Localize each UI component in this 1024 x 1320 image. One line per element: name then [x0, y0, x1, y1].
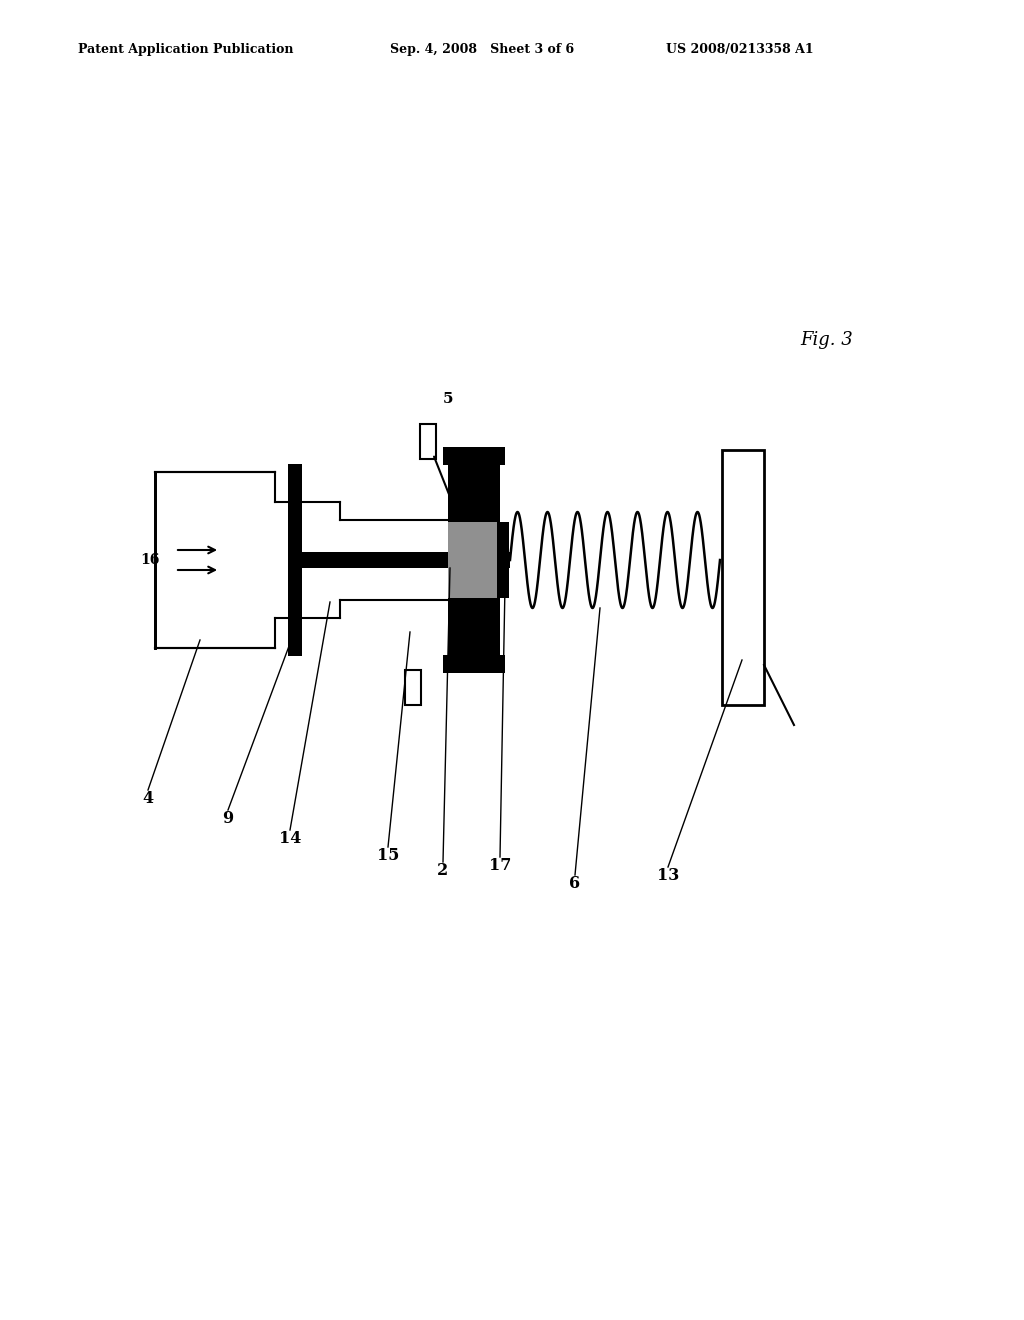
Text: 17: 17 — [488, 857, 511, 874]
Text: 5: 5 — [442, 392, 454, 407]
Text: Patent Application Publication: Patent Application Publication — [78, 44, 294, 57]
Text: 6: 6 — [569, 875, 581, 892]
Text: 4: 4 — [142, 789, 154, 807]
Text: US 2008/0213358 A1: US 2008/0213358 A1 — [666, 44, 814, 57]
Bar — [449, 521, 500, 598]
Bar — [443, 655, 505, 673]
Bar — [157, 474, 273, 645]
Bar — [497, 521, 509, 598]
Bar — [295, 552, 510, 568]
Text: 16: 16 — [140, 553, 160, 568]
Bar — [288, 465, 302, 656]
Text: 13: 13 — [656, 867, 679, 884]
Bar — [722, 450, 764, 705]
Bar — [449, 598, 500, 655]
Text: 9: 9 — [222, 810, 233, 828]
Bar — [443, 447, 505, 465]
Text: Fig. 3: Fig. 3 — [800, 331, 853, 348]
Text: 2: 2 — [437, 862, 449, 879]
Text: Sep. 4, 2008   Sheet 3 of 6: Sep. 4, 2008 Sheet 3 of 6 — [390, 44, 574, 57]
Bar — [406, 671, 421, 705]
Text: 14: 14 — [279, 830, 301, 847]
Bar — [420, 424, 436, 459]
Bar — [449, 465, 500, 521]
Text: 15: 15 — [377, 847, 399, 865]
